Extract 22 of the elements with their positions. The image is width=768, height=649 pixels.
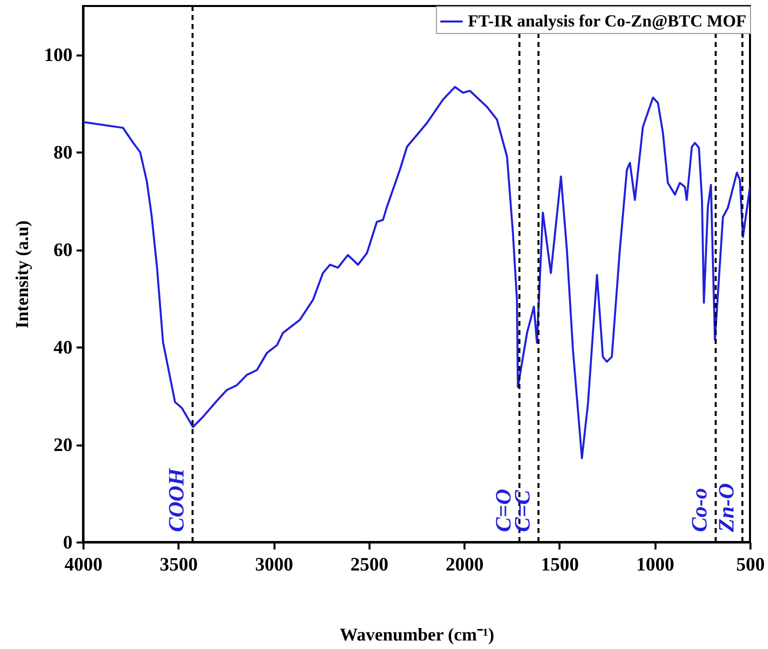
- x-tick-label: 2500: [350, 554, 388, 576]
- x-tick-label: 500: [736, 554, 765, 576]
- y-tick-label: 100: [44, 45, 72, 66]
- legend-label: FT-IR analysis for Co-Zn@BTC MOF: [468, 12, 746, 30]
- x-tick-label: 4000: [64, 554, 102, 576]
- x-tick-label: 3500: [160, 554, 198, 576]
- x-tick-label: 1000: [636, 554, 674, 576]
- x-tick-label: 3000: [255, 554, 294, 576]
- ref-line-label: Zn-O: [713, 483, 738, 533]
- ref-line-label: C=O: [490, 488, 516, 532]
- ref-line-label: Co-o: [686, 488, 712, 532]
- line-series: [83, 86, 750, 460]
- y-tick-label: 80: [54, 142, 72, 164]
- y-tick-label: 20: [54, 435, 72, 456]
- y-tick-label: 40: [54, 338, 72, 359]
- y-tick-label: 60: [54, 240, 72, 262]
- x-tick-label: 2000: [446, 554, 484, 576]
- y-axis-title: Intensity (a.u): [12, 220, 32, 329]
- y-tick-label: 0: [63, 532, 72, 554]
- x-tick-label: 1500: [540, 554, 579, 576]
- ref-line-label: COOH: [164, 468, 189, 532]
- x-axis-title: Wavenumber (cm⁻¹): [340, 624, 494, 644]
